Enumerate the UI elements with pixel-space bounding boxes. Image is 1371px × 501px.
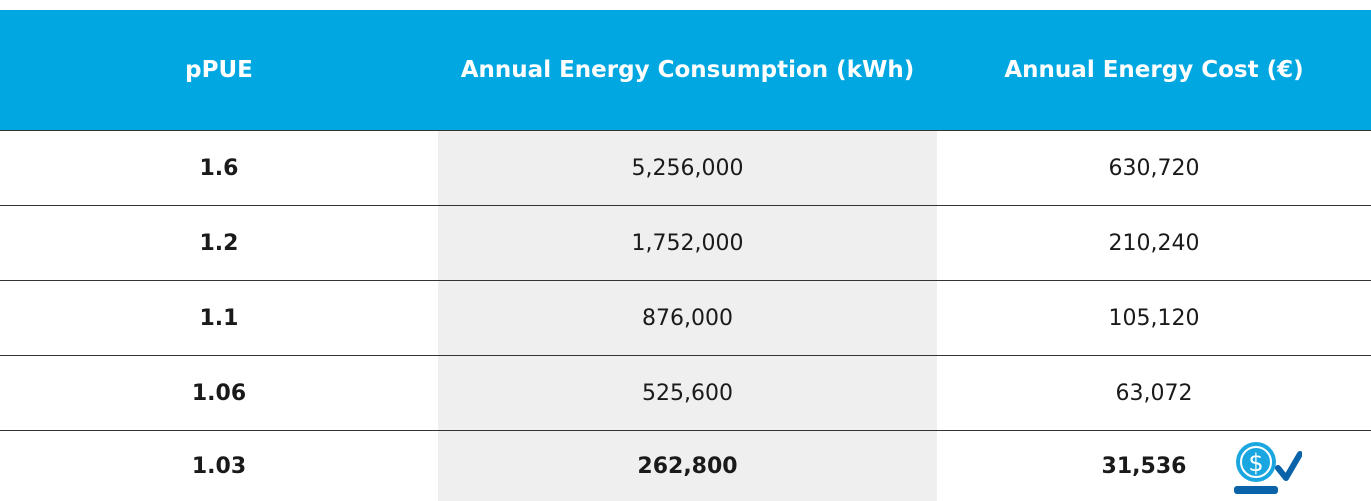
table-cell: 210,240 [1108, 230, 1200, 256]
row-rule [0, 430, 1371, 431]
table-cell: 1.6 [199, 155, 239, 181]
table-cell: 105,120 [1108, 305, 1200, 331]
table-cell: 876,000 [642, 305, 733, 331]
table-cell: 1.2 [199, 230, 239, 256]
table-cell: 1.1 [199, 305, 239, 331]
header-band [0, 10, 1371, 130]
header-cell: Annual Energy Consumption (kWh) [460, 57, 915, 83]
table-cell: 630,720 [1108, 155, 1200, 181]
table-cell: 31,536 [1101, 453, 1187, 479]
table-cell: 5,256,000 [631, 155, 744, 181]
table-cell: 525,600 [642, 380, 733, 406]
table-cell: 1.06 [191, 380, 247, 406]
row-rule [0, 280, 1371, 281]
row-rule [0, 205, 1371, 206]
highlight-column [438, 131, 937, 501]
savings-icon: $ [1234, 442, 1302, 494]
table-cell: 1,752,000 [631, 230, 744, 256]
table-cell: 1.03 [191, 453, 247, 479]
table-cell: 262,800 [637, 453, 738, 479]
row-rule [0, 355, 1371, 356]
header-cell: Annual Energy Cost (€) [1004, 57, 1304, 83]
header-cell: pPUE [185, 57, 253, 83]
svg-text:$: $ [1248, 449, 1263, 477]
table-cell: 63,072 [1115, 380, 1193, 406]
row-rule [0, 130, 1371, 131]
